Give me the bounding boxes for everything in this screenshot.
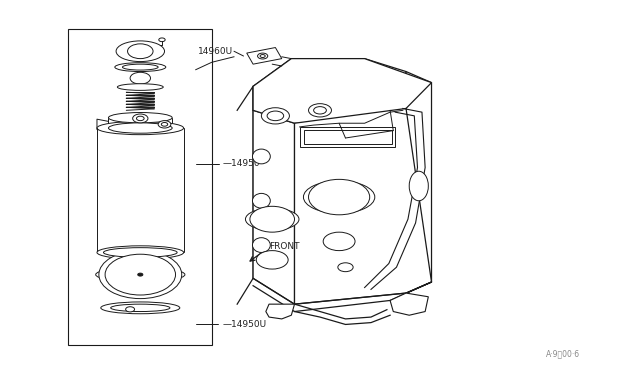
Polygon shape	[253, 59, 431, 123]
Ellipse shape	[122, 64, 158, 70]
Text: —14950U: —14950U	[223, 320, 267, 329]
Circle shape	[256, 251, 288, 269]
Ellipse shape	[246, 208, 299, 230]
Circle shape	[161, 122, 168, 126]
Ellipse shape	[104, 248, 177, 257]
Circle shape	[260, 55, 265, 58]
Bar	[300, 127, 395, 147]
Ellipse shape	[97, 246, 184, 259]
Circle shape	[323, 232, 355, 251]
Polygon shape	[406, 71, 431, 293]
Ellipse shape	[108, 112, 172, 123]
Polygon shape	[266, 304, 294, 319]
Circle shape	[261, 108, 289, 124]
Ellipse shape	[96, 267, 185, 282]
Text: —14950: —14950	[223, 159, 260, 169]
Circle shape	[130, 72, 150, 84]
Polygon shape	[253, 110, 294, 304]
Ellipse shape	[409, 171, 428, 201]
Circle shape	[314, 107, 326, 114]
Circle shape	[138, 273, 143, 276]
Text: FRONT: FRONT	[269, 243, 300, 251]
Circle shape	[338, 263, 353, 272]
Text: A·9：00·6: A·9：00·6	[546, 350, 580, 359]
Circle shape	[136, 116, 144, 121]
Ellipse shape	[252, 193, 270, 208]
Polygon shape	[390, 293, 428, 315]
Ellipse shape	[111, 304, 170, 311]
Circle shape	[99, 251, 182, 299]
Ellipse shape	[115, 62, 166, 71]
Ellipse shape	[252, 238, 270, 253]
Ellipse shape	[100, 302, 180, 314]
Ellipse shape	[97, 121, 184, 135]
Ellipse shape	[303, 181, 375, 213]
Bar	[304, 129, 392, 144]
Text: 14960U: 14960U	[198, 47, 233, 56]
Circle shape	[308, 179, 370, 215]
Ellipse shape	[108, 123, 172, 133]
Bar	[68, 29, 212, 345]
Circle shape	[125, 307, 134, 312]
Polygon shape	[253, 59, 406, 123]
Circle shape	[267, 111, 284, 121]
Polygon shape	[246, 48, 282, 64]
Circle shape	[158, 121, 171, 128]
Circle shape	[127, 44, 153, 59]
Circle shape	[308, 104, 332, 117]
Circle shape	[250, 206, 294, 232]
Ellipse shape	[116, 41, 164, 62]
Polygon shape	[294, 109, 431, 304]
Circle shape	[132, 114, 148, 123]
Ellipse shape	[117, 84, 163, 90]
Circle shape	[257, 53, 268, 59]
Circle shape	[105, 254, 175, 295]
Ellipse shape	[252, 149, 270, 164]
